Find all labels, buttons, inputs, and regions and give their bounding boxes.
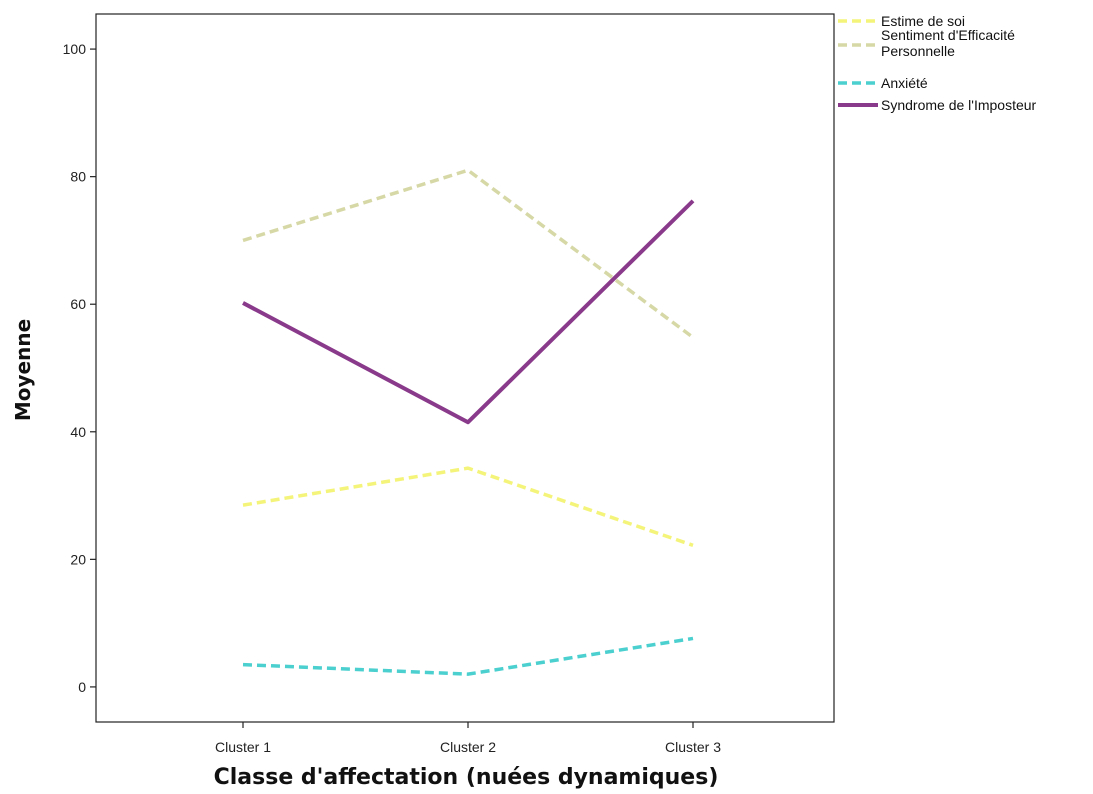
series-lines: [242, 168, 695, 676]
plot-frame: [95, 13, 835, 723]
x-axis-title: Classe d'affectation (nuées dynamiques): [214, 765, 719, 790]
y-tick-label: 100: [63, 41, 87, 57]
y-axis: 0 20 40 60 80 100: [63, 41, 96, 695]
legend-label-1: Estime de soi: [881, 13, 965, 29]
x-tick-label: Cluster 2: [440, 739, 496, 755]
y-tick-label: 0: [78, 679, 86, 695]
y-tick-label: 20: [70, 551, 86, 567]
x-tick-label: Cluster 3: [665, 739, 721, 755]
y-axis-title: Moyenne: [11, 319, 35, 421]
legend-label-4: Syndrome de l'Imposteur: [881, 97, 1037, 113]
series-line-2: [242, 168, 695, 339]
series-line-3: [242, 636, 694, 676]
y-tick-label: 40: [70, 424, 86, 440]
x-axis: Cluster 1 Cluster 2 Cluster 3: [215, 722, 721, 755]
legend-label-3: Anxiété: [881, 75, 928, 91]
series-line-1: [242, 466, 694, 547]
legend-label-2: Sentiment d'Efficacité Personnelle: [881, 27, 1015, 59]
y-tick-label: 80: [70, 169, 86, 185]
y-tick-label: 60: [70, 296, 86, 312]
x-tick-label: Cluster 1: [215, 739, 271, 755]
series-line-4: [242, 199, 695, 425]
